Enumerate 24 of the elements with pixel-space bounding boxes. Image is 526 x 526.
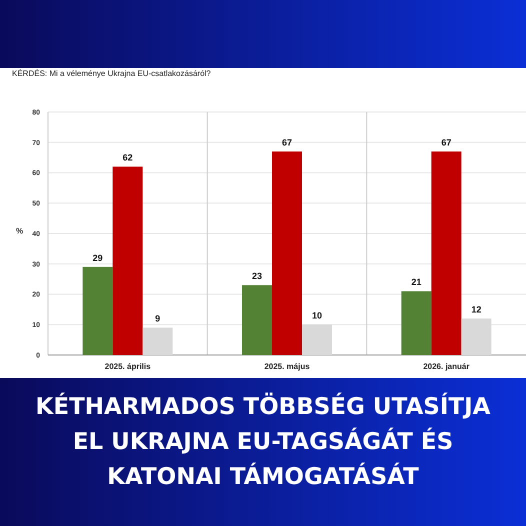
bar <box>461 318 492 355</box>
x-tick-label: 2025. május <box>264 362 310 371</box>
bar <box>112 166 143 355</box>
bar <box>431 151 462 355</box>
data-label: 9 <box>155 314 160 324</box>
y-axis-title: % <box>16 226 24 236</box>
bar <box>272 151 302 355</box>
bar <box>82 266 113 355</box>
data-label: 10 <box>312 310 322 321</box>
chart-subtitle: KÉRDÉS: Mi a véleménye Ukrajna EU-csatlakozásáról? <box>12 69 212 78</box>
data-label: 12 <box>471 304 482 315</box>
bar <box>242 285 272 355</box>
bar <box>142 328 173 355</box>
x-tick-label: 2026. január <box>423 362 470 371</box>
data-label: 62 <box>122 152 133 163</box>
data-label: 67 <box>441 137 452 148</box>
text: KÉTHARMADOS TÖBBSÉG UTASÍTJA EL UKRAJNA EU-TAGSÁGÁT ÉS KATONAI TÁMOGATÁSÁT <box>34 392 492 492</box>
data-label: 29 <box>92 252 103 263</box>
bar <box>401 291 432 355</box>
bar <box>302 324 332 355</box>
data-label: 21 <box>411 277 422 288</box>
x-tick-label: 2025. április <box>104 362 152 371</box>
data-label: 23 <box>252 271 262 282</box>
data-label: 67 <box>282 137 292 148</box>
